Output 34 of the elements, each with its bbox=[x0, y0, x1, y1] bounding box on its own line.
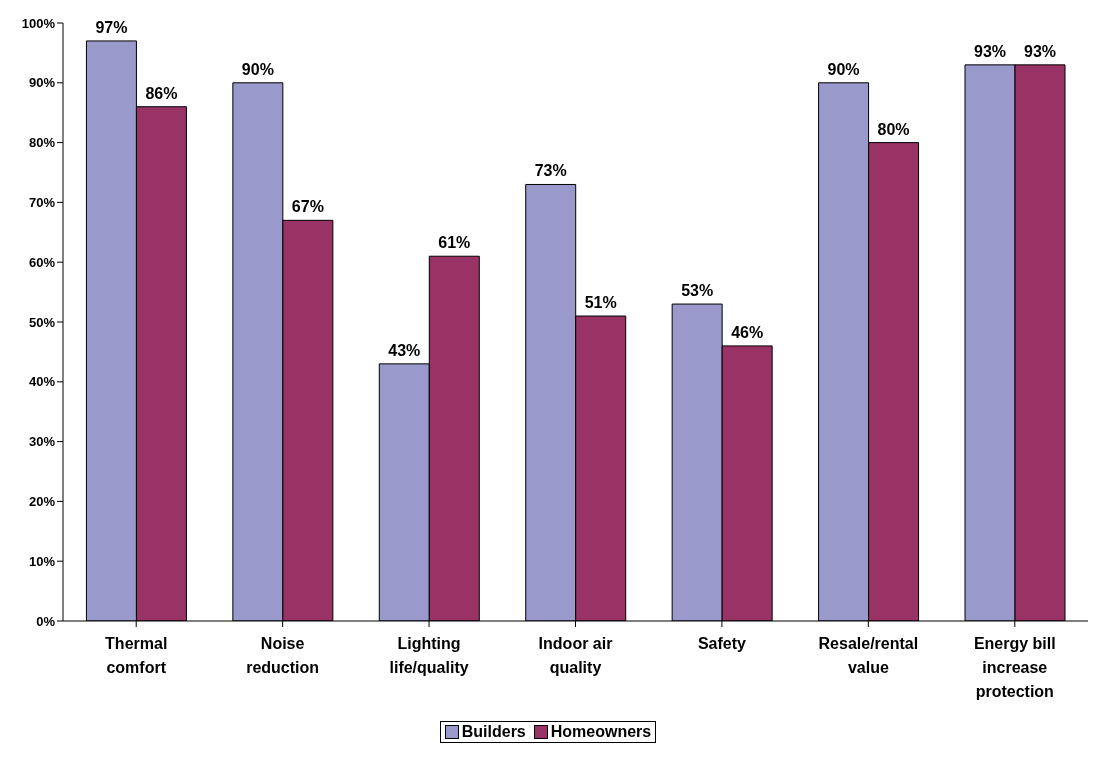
x-tick-label: Safety bbox=[697, 635, 747, 652]
legend-label: Builders bbox=[460, 723, 526, 741]
y-tick-label: 90% bbox=[28, 75, 56, 91]
data-label: 61% bbox=[438, 234, 471, 252]
data-label: 90% bbox=[827, 60, 860, 78]
data-label: 90% bbox=[241, 60, 274, 78]
x-tick-label: Energy bill increase protection bbox=[973, 635, 1056, 700]
y-tick-label: 50% bbox=[28, 314, 56, 330]
y-tick-label: 100% bbox=[21, 15, 56, 31]
y-tick-label: 30% bbox=[28, 434, 56, 450]
data-label: 73% bbox=[534, 162, 567, 180]
x-tick-label: Lighting life/quality bbox=[389, 635, 469, 676]
data-label: 97% bbox=[95, 18, 128, 36]
data-label: 93% bbox=[973, 42, 1007, 60]
data-label: 53% bbox=[681, 282, 714, 300]
data-label: 93% bbox=[1023, 42, 1057, 60]
x-tick-label: Indoor air quality bbox=[538, 635, 613, 676]
data-label: 67% bbox=[291, 198, 324, 216]
data-label: 43% bbox=[388, 341, 421, 359]
y-tick-label: 40% bbox=[28, 374, 56, 390]
y-tick-label: 70% bbox=[28, 195, 56, 211]
y-tick-label: 60% bbox=[28, 254, 56, 270]
data-label: 46% bbox=[731, 323, 764, 341]
x-tick-label: Thermal comfort bbox=[105, 635, 168, 676]
x-tick-label: Noise reduction bbox=[246, 635, 320, 676]
data-label: 86% bbox=[145, 84, 178, 102]
y-tick-label: 10% bbox=[28, 553, 56, 569]
y-tick-label: 80% bbox=[28, 135, 56, 151]
y-tick-label: 0% bbox=[36, 613, 56, 629]
legend-label: Homeowners bbox=[549, 723, 652, 741]
data-label: 80% bbox=[877, 120, 910, 138]
y-tick-label: 20% bbox=[28, 494, 56, 510]
x-tick-label: Resale/rental value bbox=[818, 635, 919, 676]
data-label: 51% bbox=[584, 294, 617, 312]
